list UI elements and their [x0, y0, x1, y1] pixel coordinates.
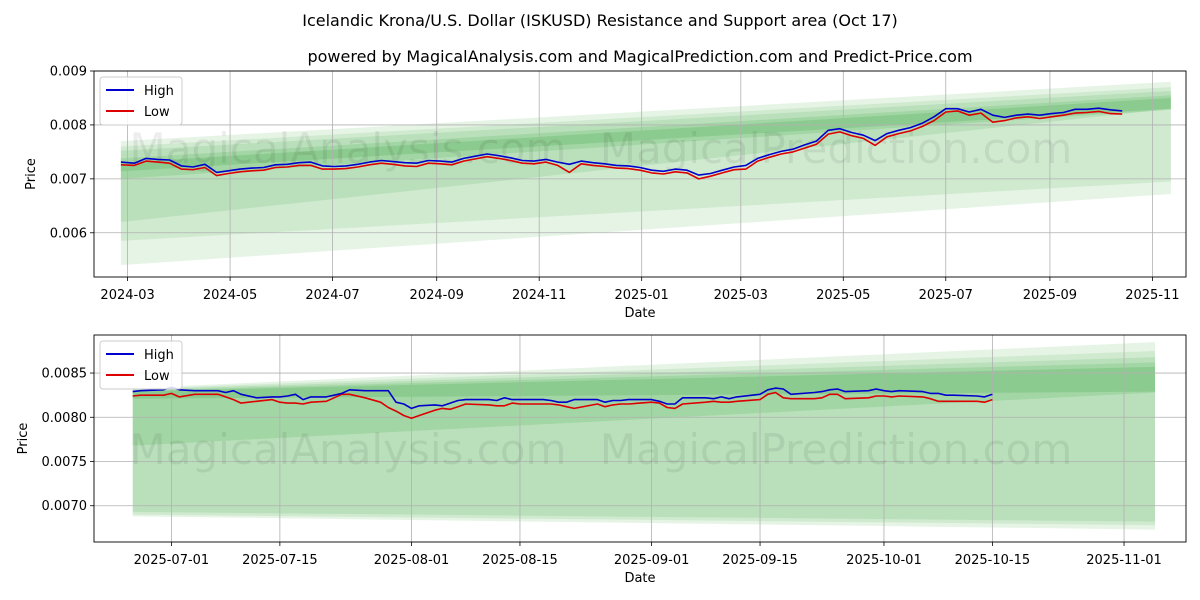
legend-label-low: Low [144, 369, 170, 384]
x-tick-label: 2025-10-01 [846, 553, 922, 568]
legend-label-low: Low [144, 105, 170, 120]
y-tick-label: 0.0075 [42, 455, 88, 470]
band-2 [120, 90, 1171, 222]
x-tick-label: 2024-11 [512, 288, 566, 303]
legend-label-high: High [144, 348, 174, 363]
series-line-low [132, 391, 993, 419]
x-axis-label: Date [624, 306, 655, 321]
x-tick-label: 2025-11-01 [1086, 553, 1162, 568]
top-chart-panel: 0.006 0.007 0.008 0.009 2024-03 2024-05 2024-0… [24, 65, 1187, 321]
y-tick-label: 0.0085 [42, 367, 88, 382]
x-tick-label: 2024-07 [305, 288, 359, 303]
x-tick-label: 2024-09 [410, 288, 464, 303]
y-tick-label: 0.009 [50, 65, 87, 80]
y-tick-label: 0.0080 [42, 411, 88, 426]
band-2 [132, 357, 1156, 522]
x-tick-label: 2025-11 [1125, 288, 1179, 303]
y-axis-label: Price [16, 423, 31, 455]
support-resistance-bands [132, 342, 1156, 530]
y-axis-label: Price [24, 158, 39, 190]
x-tick-label: 2025-07-01 [134, 553, 210, 568]
x-tick-label: 2024-05 [203, 288, 257, 303]
watermark-right: MagicalPrediction.com [600, 124, 1073, 173]
x-tick-label: 2025-10-15 [955, 553, 1031, 568]
x-tick-label: 2025-01 [615, 288, 669, 303]
band-3 [132, 362, 1156, 446]
band-1 [132, 350, 1156, 526]
watermark-left: MagicalAnalysis.com [130, 425, 567, 474]
y-tick-label: 0.006 [50, 226, 87, 241]
x-tick-label: 2024-03 [100, 288, 154, 303]
plot-frame [93, 70, 1187, 278]
plot-frame [93, 334, 1187, 543]
y-tick-label: 0.007 [50, 172, 87, 187]
x-tick-label: 2025-09-01 [614, 553, 690, 568]
band-1 [120, 87, 1171, 241]
bottom-chart-panel: 0.0070 0.0075 0.0080 0.0085 2025-07-01 2025-0… [16, 334, 1187, 586]
series-line-low [120, 110, 1123, 180]
x-tick-label: 2025-07 [919, 288, 973, 303]
series-line-high [132, 386, 993, 410]
x-tick-label: 2025-09-15 [722, 553, 798, 568]
band-3 [120, 95, 1171, 179]
band-0 [132, 342, 1156, 530]
x-tick-label: 2025-03 [714, 288, 768, 303]
x-tick-label: 2025-08-15 [482, 553, 558, 568]
legend-label-high: High [144, 84, 174, 99]
watermark-right: MagicalPrediction.com [600, 425, 1073, 474]
x-tick-label: 2025-09 [1023, 288, 1077, 303]
chart-subtitle: powered by MagicalAnalysis.com and Magic… [307, 47, 972, 66]
x-tick-label: 2025-08-01 [374, 553, 450, 568]
x-tick-label: 2025-05 [816, 288, 870, 303]
series-lines [132, 386, 993, 419]
y-tick-label: 0.0070 [42, 499, 88, 514]
grid-lines [94, 335, 1186, 542]
legend: High Low [99, 340, 183, 390]
band-4 [120, 97, 1171, 172]
y-tick-label: 0.008 [50, 118, 87, 133]
chart-title: Icelandic Krona/U.S. Dollar (ISKUSD) Res… [302, 11, 898, 30]
legend: High Low [99, 76, 183, 126]
x-axis-label: Date [624, 571, 655, 586]
series-line-high [120, 107, 1123, 176]
x-tick-label: 2025-07-15 [242, 553, 318, 568]
series-lines [120, 107, 1123, 180]
